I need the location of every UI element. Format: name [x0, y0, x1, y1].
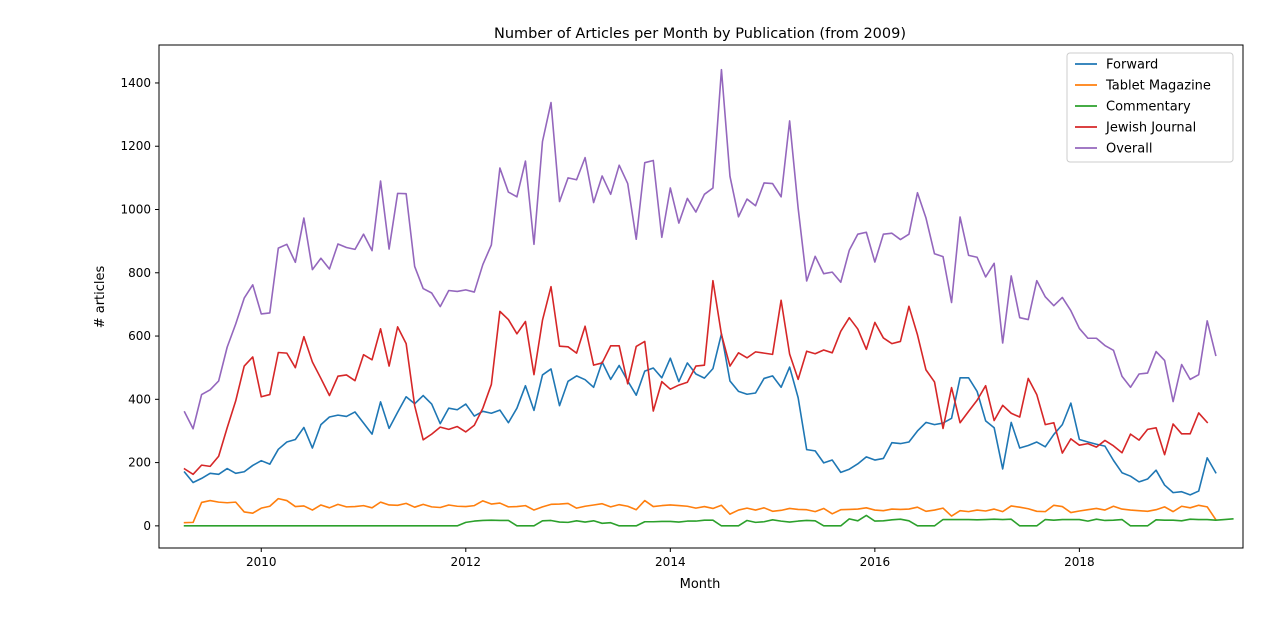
y-tick-label: 1000 [120, 203, 151, 217]
x-tick-label: 2018 [1064, 555, 1095, 569]
x-tick-label: 2014 [655, 555, 686, 569]
y-tick-label: 1400 [120, 76, 151, 90]
x-axis-title: Month [680, 577, 721, 592]
legend: Forward Tablet Magazine Commentary Jewish J… [1066, 52, 1234, 163]
x-tick-label: 2010 [246, 555, 277, 569]
legend-label-commentary: Commentary [1106, 100, 1191, 115]
series-line-forward [183, 333, 1217, 496]
series-line-commentary [183, 514, 1234, 527]
y-tick-label: 600 [128, 329, 151, 343]
y-tick-label: 400 [128, 392, 151, 406]
y-tick-label: 0 [143, 519, 151, 533]
y-tick-label: 800 [128, 266, 151, 280]
y-tick-label: 1200 [120, 139, 151, 153]
chart-title: Number of Articles per Month by Publicat… [494, 26, 906, 42]
legend-box [1066, 52, 1234, 163]
y-axis-title: # articles [93, 265, 108, 328]
legend-label-overall: Overall [1106, 142, 1152, 157]
series-line-overall [183, 68, 1217, 430]
series-line-jewish-journal [183, 279, 1209, 476]
x-tick-label: 2016 [860, 555, 891, 569]
legend-label-jewish-journal: Jewish Journal [1105, 121, 1196, 136]
series-line-tablet-magazine [183, 497, 1217, 524]
x-tick-label: 2012 [451, 555, 482, 569]
legend-label-tablet-magazine: Tablet Magazine [1105, 79, 1211, 94]
plot-area: 2010 2012 2014 2016 2018 0 200 400 600 800 1000 120… [120, 44, 1244, 569]
y-tick-label: 200 [128, 456, 151, 470]
axes-frame [158, 44, 1244, 549]
legend-label-forward: Forward [1106, 58, 1158, 73]
